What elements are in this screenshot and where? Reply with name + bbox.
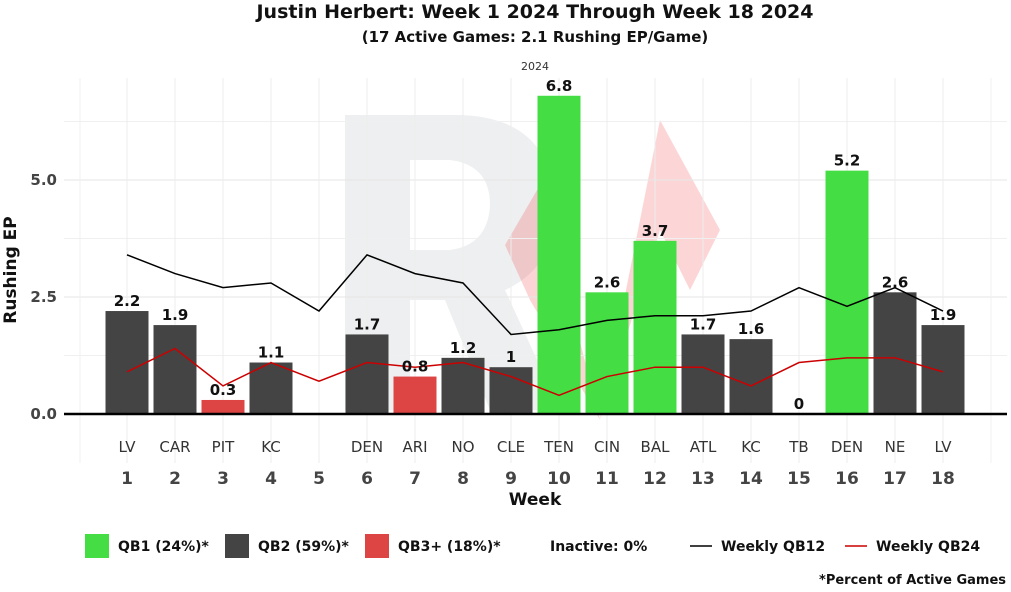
- bar-week-13: [681, 334, 725, 414]
- value-label: 2.6: [882, 273, 909, 291]
- opponent-label: DEN: [351, 438, 383, 456]
- opponent-label: TEN: [543, 438, 574, 456]
- bar-week-6: [345, 334, 389, 414]
- bars: [64, 95, 1007, 416]
- bar-week-12: [633, 240, 677, 414]
- value-label: 5.2: [834, 152, 861, 170]
- opponent-label: BAL: [641, 438, 671, 456]
- week-tick-label: 6: [361, 469, 373, 489]
- value-label: 0.3: [210, 381, 237, 399]
- bar-week-2: [153, 325, 197, 414]
- value-label: 2.2: [114, 292, 141, 310]
- legend-swatch-qb3plus: [365, 534, 389, 558]
- legend-label: QB3+ (18%)*: [398, 539, 501, 555]
- legend-inactive-label: Inactive: 0%: [550, 539, 647, 555]
- week-tick-label: 1: [121, 469, 133, 489]
- value-label: 1.6: [738, 320, 765, 338]
- bar-week-9: [489, 367, 533, 414]
- legend: QB1 (24%)* QB2 (59%)* QB3+ (18%)* Inactive:…: [85, 534, 980, 558]
- legend-swatch-qb1: [85, 534, 109, 558]
- value-label: 1: [506, 348, 516, 366]
- y-tick-label: 2.5: [30, 288, 57, 306]
- week-tick-label: 4: [265, 469, 277, 489]
- value-label: 0: [794, 395, 804, 413]
- value-label: 2.6: [594, 273, 621, 291]
- value-label: 3.7: [642, 222, 669, 240]
- watermark-logo: [345, 115, 560, 410]
- opponent-label: TB: [788, 438, 808, 456]
- opponent-label: CAR: [159, 438, 190, 456]
- legend-swatch-qb2: [225, 534, 249, 558]
- footnote: *Percent of Active Games: [819, 573, 1006, 588]
- x-axis: LV 1 CAR 2 PIT 3 KC 4 5 DEN 6 ARI 7 NO 8 CLE 9 TEN 10 CIN 11…: [119, 438, 955, 489]
- opponent-label: CIN: [594, 438, 620, 456]
- opponent-label: NE: [885, 438, 906, 456]
- bar-week-16: [825, 170, 869, 414]
- week-tick-label: 18: [931, 469, 955, 489]
- value-label: 1.2: [450, 339, 477, 357]
- value-label: 1.9: [930, 306, 957, 324]
- week-tick-label: 10: [547, 469, 571, 489]
- facet-label: 2024: [521, 60, 549, 73]
- week-tick-label: 7: [409, 469, 421, 489]
- chart-title: Justin Herbert: Week 1 2024 Through Week…: [254, 1, 813, 23]
- y-axis: 0.0 2.5 5.0: [30, 171, 57, 423]
- bar-week-10: [537, 95, 581, 414]
- opponent-label: KC: [741, 438, 761, 456]
- week-tick-label: 16: [835, 469, 859, 489]
- legend-label: QB1 (24%)*: [118, 539, 209, 555]
- value-label: 6.8: [546, 77, 573, 95]
- opponent-label: ATL: [690, 438, 717, 456]
- x-axis-title: Week: [509, 490, 562, 510]
- opponent-label: LV: [119, 438, 137, 456]
- week-tick-label: 14: [739, 469, 763, 489]
- value-label: 0.8: [402, 358, 429, 376]
- legend-label: Weekly QB24: [876, 539, 980, 555]
- week-tick-label: 12: [643, 469, 667, 489]
- series-lines: [126, 253, 944, 397]
- opponent-label: DEN: [831, 438, 863, 456]
- bar-week-4: [249, 362, 293, 414]
- week-tick-label: 13: [691, 469, 715, 489]
- value-label: 1.7: [690, 315, 717, 333]
- opponent-label: KC: [261, 438, 281, 456]
- week-tick-label: 9: [505, 469, 517, 489]
- opponent-label: PIT: [212, 438, 235, 456]
- value-label: 1.9: [162, 306, 189, 324]
- opponent-label: CLE: [497, 438, 525, 456]
- bar-week-7: [393, 376, 437, 414]
- bar-week-17: [873, 292, 917, 414]
- week-tick-label: 5: [313, 469, 325, 489]
- bar-week-18: [921, 325, 965, 414]
- bar-week-1: [105, 311, 149, 414]
- y-tick-label: 5.0: [30, 171, 57, 189]
- bar-week-11: [585, 292, 629, 414]
- series-line-weekly-qb24: [126, 347, 944, 397]
- bar-week-3: [201, 399, 245, 414]
- legend-label: QB2 (59%)*: [258, 539, 349, 555]
- y-tick-label: 0.0: [30, 405, 57, 423]
- week-tick-label: 17: [883, 469, 907, 489]
- value-labels: 2.2 1.9 0.3 1.1 1.7 0.8 1.2 1 6.8 2.6 3.7 1.7 1.6 0 5.…: [114, 77, 957, 413]
- week-tick-label: 2: [169, 469, 181, 489]
- week-tick-label: 15: [787, 469, 811, 489]
- opponent-label: ARI: [402, 438, 427, 456]
- value-label: 1.7: [354, 315, 381, 333]
- series-line-weekly-qb12: [126, 253, 944, 336]
- week-tick-label: 11: [595, 469, 619, 489]
- bar-week-14: [729, 339, 773, 414]
- chart-subtitle: (17 Active Games: 2.1 Rushing EP/Game): [362, 28, 709, 46]
- week-tick-label: 3: [217, 469, 229, 489]
- week-tick-label: 8: [457, 469, 469, 489]
- legend-label: Weekly QB12: [721, 539, 825, 555]
- opponent-label: LV: [935, 438, 953, 456]
- value-label: 1.1: [258, 344, 285, 362]
- y-axis-title: Rushing EP: [1, 216, 21, 324]
- opponent-label: NO: [451, 438, 474, 456]
